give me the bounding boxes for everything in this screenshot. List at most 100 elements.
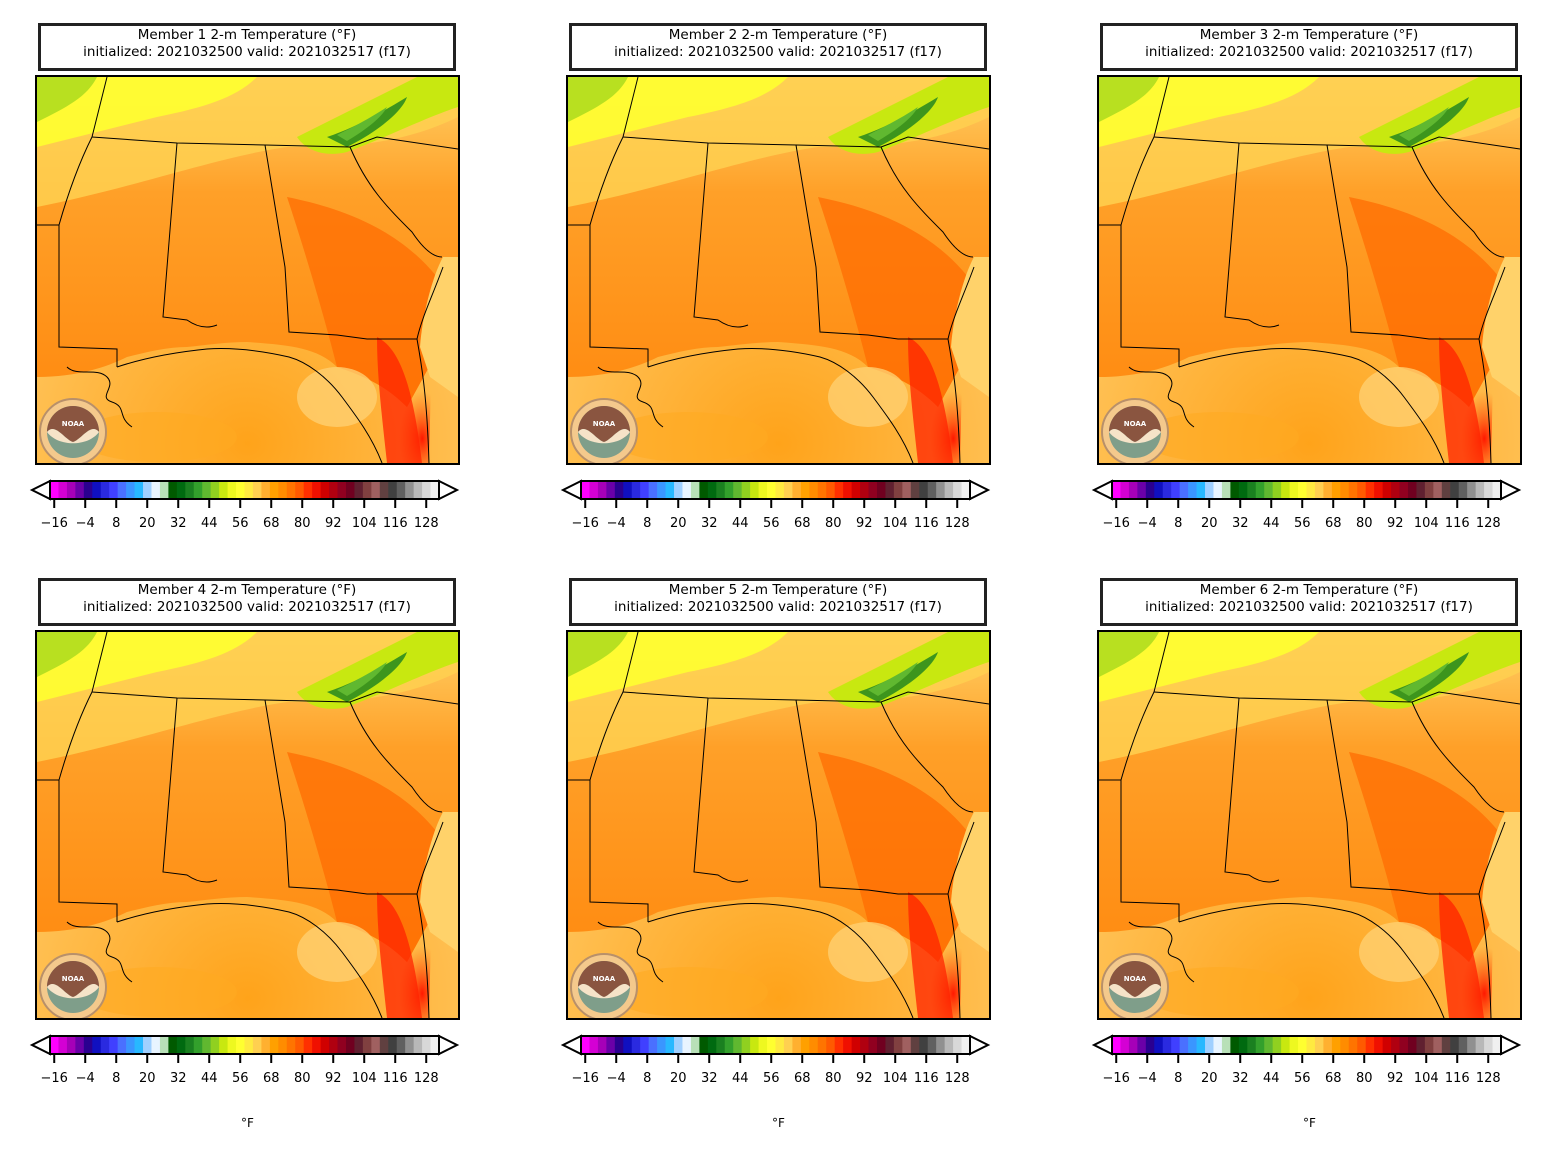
colorbar-swatch xyxy=(826,1036,836,1054)
colorbar-swatch xyxy=(143,481,152,499)
colorbar-swatch xyxy=(286,1036,296,1054)
colorbar-extend-min xyxy=(29,1034,51,1056)
colorbar-swatch xyxy=(783,1036,793,1054)
colorbar-swatch xyxy=(1120,1036,1130,1054)
colorbar-tick-label: 116 xyxy=(1445,1071,1470,1086)
colorbar-unit-label: °F xyxy=(772,1116,785,1130)
colorbar-swatch xyxy=(1221,1036,1231,1054)
colorbar-swatch xyxy=(1441,481,1451,499)
colorbar-swatch xyxy=(1247,481,1257,499)
colorbar-swatch xyxy=(1179,481,1189,499)
colorbar-swatch xyxy=(1492,1036,1502,1054)
colorbar-extend-max xyxy=(969,1034,991,1056)
colorbar-swatch xyxy=(699,1036,709,1054)
colorbar-swatch xyxy=(109,481,119,499)
colorbar-swatch xyxy=(724,1036,734,1054)
colorbar-swatch xyxy=(1289,1036,1299,1054)
colorbar-swatch xyxy=(758,481,768,499)
colorbar-swatch xyxy=(1450,1036,1460,1054)
colorbar-swatch xyxy=(674,481,683,499)
colorbar-tick-label: −16 xyxy=(572,516,599,531)
colorbar-swatch xyxy=(1128,481,1138,499)
colorbar-swatch xyxy=(388,481,398,499)
colorbar: −16 −4 8 20 32 44 56 68 80 92 104 116 128 xyxy=(1091,1034,1522,1086)
colorbar-swatch xyxy=(834,1036,844,1054)
colorbar-tick-label: 68 xyxy=(263,516,280,531)
colorbar-unit-label: °F xyxy=(1303,1116,1316,1130)
colorbar-swatch xyxy=(1196,481,1206,499)
colorbar-swatch xyxy=(236,1036,245,1054)
colorbar-swatch xyxy=(834,481,844,499)
colorbar-swatch xyxy=(126,1036,136,1054)
colorbar-swatch xyxy=(278,481,288,499)
colorbar-swatch xyxy=(741,481,751,499)
panel-title: Member 1 2-m Temperature (°F) initialized… xyxy=(38,23,456,71)
colorbar-swatch xyxy=(1188,1036,1198,1054)
colorbar-swatch xyxy=(320,1036,330,1054)
colorbar-swatch xyxy=(354,481,364,499)
colorbar-swatch xyxy=(817,481,827,499)
colorbar-tick-label: 128 xyxy=(414,516,439,531)
temperature-map: NOAA xyxy=(37,77,458,463)
colorbar-tick-label: −4 xyxy=(607,1071,626,1086)
colorbar-swatch xyxy=(1298,1036,1307,1054)
colorbar-swatch xyxy=(1391,481,1401,499)
colorbar-swatch xyxy=(278,1036,288,1054)
colorbar-container: −16 −4 8 20 32 44 56 68 80 92 104 116 128 xyxy=(29,1034,460,1104)
colorbar-swatch xyxy=(1331,1036,1341,1054)
colorbar-swatch xyxy=(750,481,760,499)
colorbar-swatch xyxy=(430,1036,440,1054)
colorbar-tick-label: 44 xyxy=(1263,1071,1280,1086)
colorbar-container: −16 −4 8 20 32 44 56 68 80 92 104 116 128 xyxy=(29,479,460,549)
colorbar-tick-label: 104 xyxy=(883,516,908,531)
colorbar-swatch xyxy=(1314,481,1324,499)
colorbar-extend-max xyxy=(438,1034,460,1056)
colorbar-swatch xyxy=(202,1036,212,1054)
colorbar-swatch xyxy=(379,1036,389,1054)
colorbar-swatch xyxy=(1365,481,1375,499)
colorbar-swatch xyxy=(134,1036,144,1054)
colorbar-extend-max xyxy=(1500,479,1522,501)
colorbar-swatch xyxy=(690,481,700,499)
colorbar-swatch xyxy=(843,481,853,499)
colorbar-tick-label: 80 xyxy=(825,516,842,531)
colorbar-swatch xyxy=(936,481,946,499)
colorbar-swatch xyxy=(910,481,920,499)
colorbar-tick-label: 68 xyxy=(263,1071,280,1086)
temperature-map: NOAA xyxy=(568,632,989,1018)
colorbar-swatch xyxy=(597,481,607,499)
colorbar-swatch xyxy=(168,481,178,499)
colorbar-swatch xyxy=(860,481,870,499)
colorbar-swatch xyxy=(1331,481,1341,499)
colorbar-swatch xyxy=(792,481,802,499)
colorbar-swatch xyxy=(1348,1036,1358,1054)
colorbar-swatch xyxy=(227,481,237,499)
colorbar-tick-label: −16 xyxy=(572,1071,599,1086)
colorbar-tick-label: 104 xyxy=(352,1071,377,1086)
colorbar-swatch xyxy=(851,1036,861,1054)
panel-title-line2: initialized: 2021032500 valid: 202103251… xyxy=(614,44,942,60)
colorbar-swatch xyxy=(252,1036,262,1054)
colorbar-tick-label: 80 xyxy=(825,1071,842,1086)
colorbar-swatch xyxy=(893,481,903,499)
colorbar-swatch xyxy=(775,481,785,499)
colorbar-swatch xyxy=(665,1036,675,1054)
colorbar-swatch xyxy=(800,1036,810,1054)
colorbar-tick-label: 20 xyxy=(139,516,156,531)
temperature-map: NOAA xyxy=(37,632,458,1018)
svg-text:NOAA: NOAA xyxy=(593,975,616,983)
colorbar-swatch xyxy=(1264,481,1274,499)
colorbar-swatch xyxy=(295,1036,305,1054)
panel-title: Member 2 2-m Temperature (°F) initialized… xyxy=(569,23,987,71)
colorbar-extend-min xyxy=(560,479,582,501)
colorbar-swatch xyxy=(1340,481,1350,499)
colorbar-tick-label: 32 xyxy=(1232,516,1249,531)
colorbar-swatch xyxy=(631,1036,641,1054)
colorbar-swatch xyxy=(817,1036,827,1054)
svg-text:NOAA: NOAA xyxy=(62,420,85,428)
colorbar-tick-label: −4 xyxy=(76,516,95,531)
colorbar-swatch xyxy=(800,481,810,499)
colorbar-swatch xyxy=(1382,1036,1392,1054)
colorbar-swatch xyxy=(860,1036,870,1054)
panel-title-line1: Member 1 2-m Temperature (°F) xyxy=(137,27,357,43)
